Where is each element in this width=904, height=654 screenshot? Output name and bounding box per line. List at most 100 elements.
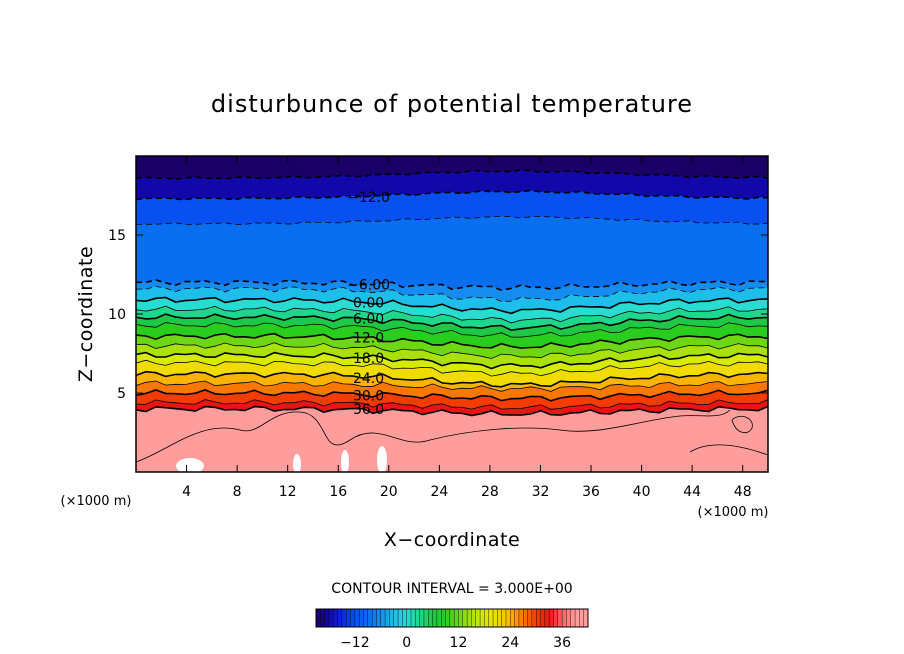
colorbar-swatch — [315, 608, 321, 628]
colorbar-swatch — [484, 608, 490, 628]
colorbar-swatch — [557, 608, 563, 628]
colorbar-swatch — [462, 608, 468, 628]
colorbar-swatch — [510, 608, 516, 628]
chart-title: disturbunce of potential temperature — [211, 90, 693, 118]
contour-label: 6.00 — [353, 312, 384, 328]
colorbar-swatch — [350, 608, 356, 628]
colorbar-swatch — [488, 608, 494, 628]
x-axis-label: X−coordinate — [384, 529, 520, 551]
contour-label: 24.0 — [353, 371, 384, 387]
x-tick-label: 28 — [481, 484, 499, 500]
contour-band — [136, 406, 768, 472]
colorbar-swatch — [376, 608, 382, 628]
colorbar-swatch — [518, 608, 524, 628]
contour-line — [136, 380, 768, 392]
colorbar-swatch — [505, 608, 511, 628]
contour-line — [136, 279, 768, 292]
y-tick-label: 15 — [108, 228, 126, 244]
contour-line — [136, 313, 768, 332]
colorbar-swatch — [475, 608, 481, 628]
contour-line — [136, 405, 768, 417]
colorbar-swatch — [458, 608, 464, 628]
missing-data-patch — [176, 458, 204, 472]
colorbar-swatch — [441, 608, 447, 628]
colorbar-swatch — [419, 608, 425, 628]
colorbar-swatch — [363, 608, 369, 628]
missing-data-patch — [341, 450, 349, 472]
colorbar-tick-label: −12 — [340, 635, 370, 651]
colorbar-swatch — [380, 608, 386, 628]
colorbar — [315, 608, 589, 628]
colorbar-swatch — [436, 608, 442, 628]
contour-label: 0.00 — [353, 295, 384, 311]
contour-line — [136, 351, 768, 370]
colorbar-swatch — [402, 608, 408, 628]
x-tick-label: 16 — [329, 484, 347, 500]
colorbar-swatch — [423, 608, 429, 628]
colorbar-swatch — [384, 608, 390, 628]
colorbar-swatch — [540, 608, 546, 628]
colorbar-swatch — [548, 608, 554, 628]
colorbar-swatch — [333, 608, 339, 628]
colorbar-swatch — [324, 608, 330, 628]
colorbar-tick-label: 0 — [402, 635, 411, 651]
colorbar-swatch — [523, 608, 529, 628]
colorbar-tick-label: 36 — [553, 635, 571, 651]
contour-line — [136, 215, 768, 226]
colorbar-swatch — [320, 608, 326, 628]
contour-line — [136, 342, 768, 359]
colorbar-swatch — [389, 608, 395, 628]
contour-line — [731, 415, 753, 434]
colorbar-swatch — [574, 608, 580, 628]
colorbar-swatch — [346, 608, 352, 628]
contour-label: −12.0 — [347, 190, 390, 206]
x-tick-label: 8 — [233, 484, 242, 500]
contour-line — [136, 322, 768, 338]
colorbar-swatch — [393, 608, 399, 628]
colorbar-tick-label: 12 — [450, 635, 468, 651]
colorbar-swatch — [466, 608, 472, 628]
y-axis-label: Z−coordinate — [75, 246, 97, 382]
x-tick-label: 44 — [683, 484, 701, 500]
colorbar-swatch — [570, 608, 576, 628]
colorbar-tick-label: 24 — [501, 635, 519, 651]
contour-label: 30.0 — [353, 388, 384, 404]
x-tick-label: 4 — [182, 484, 191, 500]
colorbar-swatch — [553, 608, 559, 628]
x-tick-label: 48 — [734, 484, 752, 500]
contour-line — [136, 305, 768, 324]
colorbar-swatch — [497, 608, 503, 628]
colorbar-swatch — [415, 608, 421, 628]
colorbar-swatch — [371, 608, 377, 628]
colorbar-swatch — [492, 608, 498, 628]
colorbar-swatch — [354, 608, 360, 628]
colorbar-swatch — [406, 608, 412, 628]
contour-line — [136, 285, 768, 302]
x-tick-label: 40 — [633, 484, 651, 500]
x-unit-label: (×1000 m) — [698, 505, 769, 520]
colorbar-swatch — [428, 608, 434, 628]
colorbar-swatch — [535, 608, 542, 628]
colorbar-swatch — [367, 608, 373, 628]
colorbar-swatch — [449, 608, 455, 628]
contour-line — [136, 296, 768, 315]
colorbar-swatch — [397, 608, 403, 628]
contour-line — [689, 444, 768, 456]
missing-data-patch — [377, 446, 387, 472]
plot-area — [136, 156, 768, 472]
contour-line — [136, 389, 768, 402]
colorbar-swatch — [566, 608, 572, 628]
contour-label: 12.0 — [353, 330, 384, 346]
y-tick-label: 10 — [108, 307, 126, 323]
contour-label: −6.00 — [347, 277, 390, 293]
colorbar-swatch — [514, 608, 520, 628]
x-tick-label: 12 — [279, 484, 297, 500]
colorbar-swatch — [328, 608, 334, 628]
contour-line — [136, 189, 768, 201]
contour-label: 36.0 — [353, 402, 384, 418]
contour-line — [136, 332, 768, 349]
colorbar-swatch — [471, 608, 477, 628]
x-tick-label: 36 — [582, 484, 600, 500]
missing-data-patch — [293, 454, 301, 472]
